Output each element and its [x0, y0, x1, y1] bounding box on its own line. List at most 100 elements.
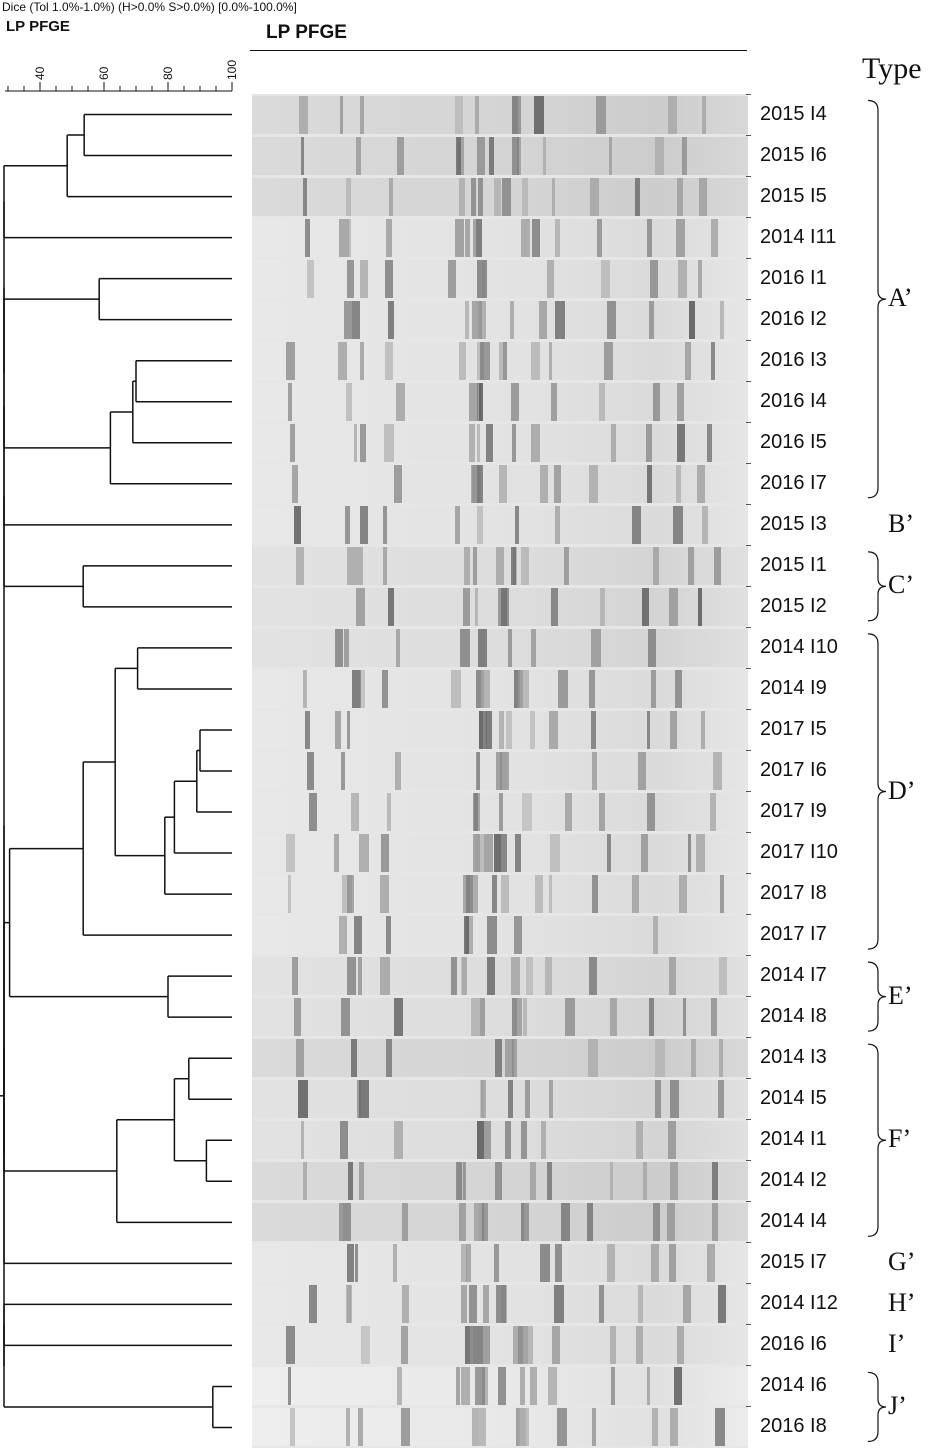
gel-band [719, 1039, 723, 1078]
gel-band [519, 669, 530, 708]
gel-band [477, 464, 484, 503]
gel-lane [252, 710, 748, 749]
gel-band [294, 505, 302, 544]
gel-band [554, 1244, 562, 1283]
gel-band [401, 1203, 408, 1242]
gel-band [344, 505, 351, 544]
gel-band [306, 751, 314, 790]
gel-band [465, 1326, 474, 1365]
gel-band [499, 341, 505, 380]
gel-band [459, 177, 465, 216]
dendrogram [0, 113, 232, 1429]
gel-lane [252, 834, 748, 873]
gel-band [591, 1408, 596, 1447]
gel-band [548, 1367, 558, 1406]
gel-band [609, 1326, 616, 1365]
type-label: G’ [888, 1247, 916, 1277]
gel-band [465, 1244, 472, 1283]
gel-band [343, 1203, 352, 1242]
gel-band [550, 834, 560, 873]
gel-band [678, 875, 687, 914]
gel-band [393, 1244, 398, 1283]
lane-label: 2014 I12 [760, 1292, 838, 1315]
gel-band [669, 1244, 676, 1283]
lane-label: 2014 I10 [760, 635, 838, 658]
gel-band [474, 1367, 485, 1406]
gel-band [394, 998, 403, 1037]
gel-band [564, 546, 569, 585]
gel-title: LP PFGE [266, 22, 347, 43]
lane-tick [746, 1324, 751, 1326]
gel-band [339, 916, 347, 955]
gel-band [302, 177, 308, 216]
gel-band [511, 95, 519, 134]
gel-band [479, 382, 484, 421]
lane-tick [746, 134, 751, 136]
gel-lane [252, 1162, 748, 1201]
gel-band [478, 1203, 484, 1242]
gel-band [288, 875, 292, 914]
lane-label: 2017 I10 [760, 841, 838, 864]
gel-band [341, 751, 345, 790]
gel-band [358, 1408, 364, 1447]
gel-band [697, 464, 705, 503]
lane-label: 2014 I5 [760, 1087, 827, 1110]
type-label: H’ [888, 1288, 916, 1318]
gel-band [611, 423, 616, 462]
lane-label: 2014 I6 [760, 1374, 827, 1397]
gel-band [650, 669, 657, 708]
gel-band [470, 998, 480, 1037]
gel-band [642, 1162, 648, 1201]
gel-band [476, 300, 482, 339]
gel-band [653, 1203, 660, 1242]
gel-band [607, 300, 616, 339]
gel-band [400, 1408, 410, 1447]
gel-band [608, 136, 612, 175]
gel-band [300, 1121, 304, 1160]
gel-band [552, 1326, 561, 1365]
gel-band [652, 546, 660, 585]
gel-band [498, 1367, 506, 1406]
gel-band [333, 834, 340, 873]
lane-tick [746, 503, 751, 505]
gel-band [467, 875, 478, 914]
gel-band [647, 1367, 651, 1406]
gel-band [540, 1121, 546, 1160]
gel-band [687, 834, 692, 873]
gel-band [589, 669, 596, 708]
scale-tick-label: 100 [225, 60, 239, 80]
gel-band [610, 998, 617, 1037]
gel-lane [252, 998, 748, 1037]
gel-band [652, 916, 658, 955]
gel-band [535, 875, 544, 914]
gel-band [500, 587, 509, 626]
gel-band [720, 875, 724, 914]
gel-band [382, 669, 388, 708]
gel-lane [252, 341, 748, 380]
gel-band [394, 464, 402, 503]
gel-band [486, 423, 493, 462]
gel-band [642, 587, 649, 626]
gel-band [345, 382, 353, 421]
gel-band [500, 834, 507, 873]
gel-band [386, 916, 392, 955]
gel-band [553, 464, 562, 503]
gel-band [460, 1367, 470, 1406]
lane-label: 2016 I4 [760, 389, 827, 412]
lane-label: 2016 I8 [760, 1415, 827, 1438]
type-brace [867, 1043, 887, 1237]
gel-band [401, 1326, 409, 1365]
gel-band [388, 300, 395, 339]
gel-band [481, 669, 490, 708]
gel-band [513, 1326, 523, 1365]
gel-band [720, 300, 724, 339]
gel-band [606, 834, 611, 873]
gel-band [530, 341, 540, 380]
gel-band [338, 1203, 343, 1242]
lane-tick [746, 1037, 751, 1039]
gel-band [290, 423, 295, 462]
gel-band [380, 834, 389, 873]
gel-band [380, 875, 390, 914]
gel-band [486, 710, 492, 749]
